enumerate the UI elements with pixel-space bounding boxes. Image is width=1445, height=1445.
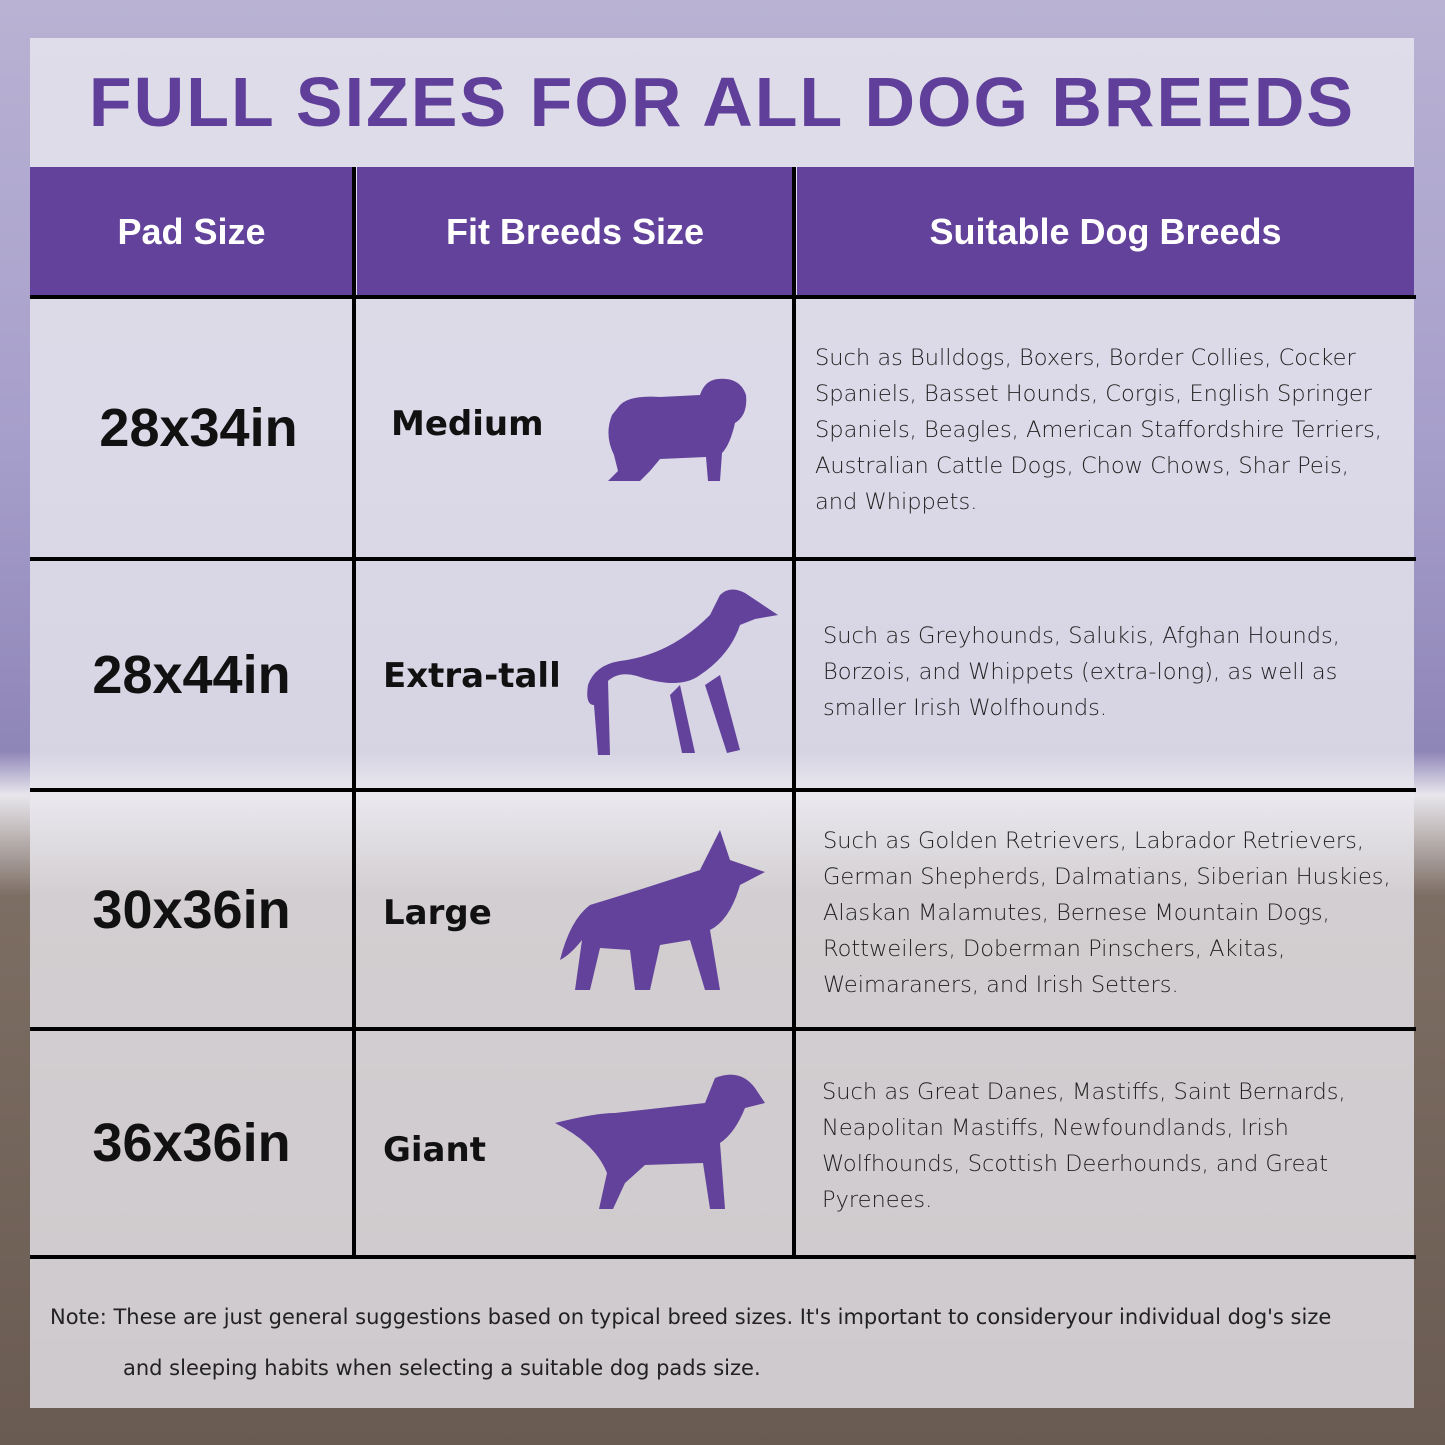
row-divider: [30, 557, 1416, 561]
pad-size: 36x36in: [92, 1113, 291, 1173]
fit-size: Giant: [383, 1130, 486, 1170]
pad-size: 28x44in: [92, 645, 291, 705]
breed-list: Such as Great Danes, Mastiffs, Saint Ber…: [822, 1079, 1346, 1213]
row-divider: [30, 295, 1416, 299]
fit-size: Medium: [391, 404, 544, 444]
greyhound-silhouette-icon: [587, 589, 778, 755]
row-divider: [30, 1255, 1416, 1259]
pad-size: 30x36in: [92, 879, 291, 940]
row-divider: [30, 788, 1416, 792]
pad-size: 28x34in: [99, 398, 298, 458]
fit-size: Large: [383, 893, 492, 933]
breed-list: Such as Greyhounds, Salukis, Afghan Houn…: [823, 623, 1340, 721]
page-title: FULL SIZES FOR ALL DOG BREEDS: [88, 63, 1356, 141]
breed-list: Such as Golden Retrievers, Labrador Retr…: [823, 828, 1391, 998]
breed-list: Such as Bulldogs, Boxers, Border Collies…: [815, 345, 1382, 515]
header-pad-size: Pad Size: [30, 167, 353, 296]
header-suitable-dog-breeds: Suitable Dog Breeds: [797, 167, 1414, 296]
header-fit-breeds-size: Fit Breeds Size: [357, 167, 793, 296]
row-divider: [30, 1027, 1416, 1031]
shepherd-silhouette-icon: [560, 830, 765, 990]
column-divider: [792, 167, 796, 1257]
fit-size: Extra-tall: [383, 656, 561, 696]
retriever-silhouette-icon: [555, 1074, 765, 1209]
note-text: Note: These are just general suggestions…: [50, 1305, 1332, 1380]
bulldog-silhouette-icon: [608, 378, 747, 481]
column-divider: [352, 167, 356, 1257]
